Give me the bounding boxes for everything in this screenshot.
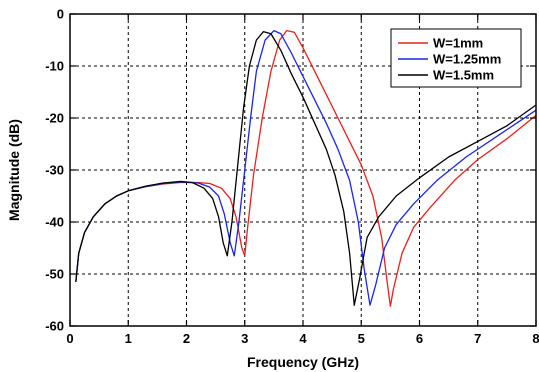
y-tick-label: -50 [45, 267, 64, 282]
x-tick-label: 8 [532, 331, 539, 346]
series-line-2 [75, 31, 537, 306]
legend-entry-w125mm: W=1.25mm [398, 52, 501, 67]
x-tick-label: 7 [474, 331, 481, 346]
x-tick-label: 1 [125, 331, 132, 346]
legend-entry-w1mm: W=1mm [398, 36, 483, 51]
x-tick-label: 3 [241, 331, 248, 346]
y-tick-label: -40 [45, 215, 64, 230]
x-tick-label: 6 [416, 331, 423, 346]
y-axis-title: Magnitude (dB) [6, 119, 22, 221]
y-tick-label: -30 [45, 163, 64, 178]
x-tick-labels: 0 1 2 3 4 5 6 7 8 [66, 331, 539, 346]
x-tick-label: 0 [66, 331, 73, 346]
x-axis-title: Frequency (GHz) [247, 354, 359, 370]
y-tick-label: 0 [57, 7, 64, 22]
legend-box [390, 28, 522, 88]
legend-label-w15mm: W=1.5mm [433, 68, 494, 83]
series-layer [75, 29, 537, 307]
legend-entry-w15mm: W=1.5mm [398, 68, 494, 83]
ticks [69, 13, 537, 327]
x-tick-label: 5 [358, 331, 365, 346]
y-tick-label: -10 [45, 59, 64, 74]
legend-label-w125mm: W=1.25mm [433, 52, 501, 67]
y-tick-label: -60 [45, 319, 64, 334]
y-tick-label: -20 [45, 111, 64, 126]
x-tick-label: 4 [299, 331, 307, 346]
legend-label-w1mm: W=1mm [433, 36, 483, 51]
y-tick-labels: 0 -10 -20 -30 -40 -50 -60 [45, 7, 64, 334]
legend: W=1mm W=1.25mm W=1.5mm [390, 28, 522, 88]
x-tick-label: 2 [183, 331, 190, 346]
